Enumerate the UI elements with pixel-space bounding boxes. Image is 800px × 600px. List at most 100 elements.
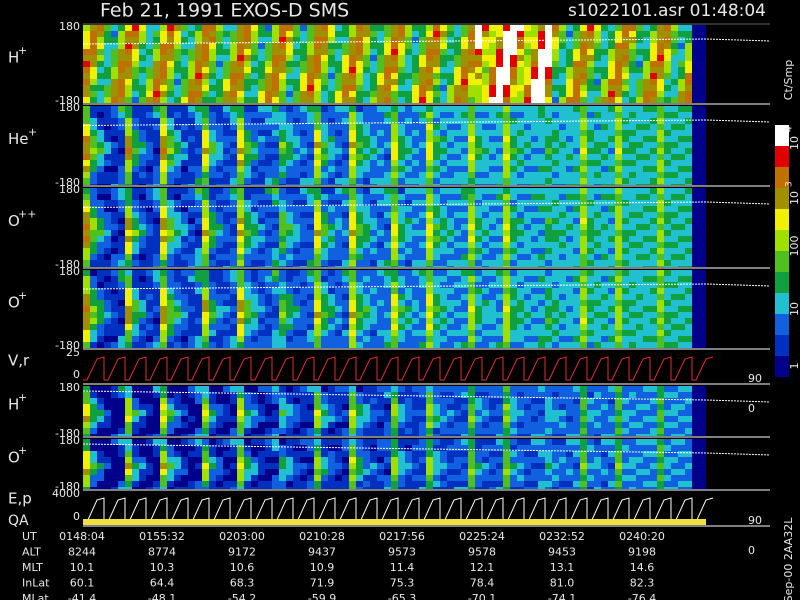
spectrogram-cell xyxy=(153,416,160,422)
spectrogram-cell xyxy=(664,91,671,97)
spectrogram-cell xyxy=(307,248,314,254)
spectrogram-cell xyxy=(146,306,153,312)
spectrogram-cell xyxy=(482,248,489,254)
spectrogram-cell xyxy=(531,49,538,55)
spectrogram-cell xyxy=(538,254,545,260)
spectrogram-cell xyxy=(258,106,265,112)
spectrogram-cell xyxy=(594,212,601,218)
spectrogram-cell xyxy=(650,254,657,260)
spectrogram-cell xyxy=(104,422,111,428)
spectrogram-cell xyxy=(447,160,454,166)
spectrogram-cell xyxy=(202,248,209,254)
spectrogram-cell xyxy=(314,312,321,318)
spectrogram-cell xyxy=(160,422,167,428)
spectrogram-cell xyxy=(307,178,314,184)
spectrogram-cell xyxy=(265,230,272,236)
spectrogram-cell xyxy=(615,248,622,254)
spectrogram-cell xyxy=(328,43,335,49)
spectrogram-cell xyxy=(342,118,349,124)
spectrogram-cell xyxy=(209,224,216,230)
spectrogram-cell xyxy=(384,178,391,184)
spectrogram-cell xyxy=(83,342,90,348)
spectrogram-cell xyxy=(664,154,671,160)
spectrogram-cell xyxy=(454,330,461,336)
spectrogram-cell xyxy=(139,236,146,242)
spectrogram-cell xyxy=(419,294,426,300)
spectrogram-cell xyxy=(167,410,174,416)
spectrogram-cell xyxy=(125,242,132,248)
spectrogram-cell xyxy=(328,67,335,73)
spectrogram-cell xyxy=(559,236,566,242)
spectrogram-cell xyxy=(510,218,517,224)
spectrogram-cell xyxy=(489,342,496,348)
spectrogram-cell xyxy=(538,130,545,136)
spectrogram-cell xyxy=(342,318,349,324)
spectrogram-cell xyxy=(594,206,601,212)
spectrogram-cell xyxy=(692,91,699,97)
spectrogram-cell xyxy=(209,148,216,154)
spectrogram-cell xyxy=(482,318,489,324)
spectrogram-cell xyxy=(307,112,314,118)
spectrogram-cell xyxy=(97,330,104,336)
spectrogram-cell xyxy=(461,260,468,266)
spectrogram-cell xyxy=(538,154,545,160)
spectrogram-cell xyxy=(370,178,377,184)
spectrogram-cell xyxy=(160,324,167,330)
spectrogram-cell xyxy=(615,288,622,294)
spectrogram-cell xyxy=(167,386,174,392)
spectrogram-cell xyxy=(475,248,482,254)
spectrogram-cell xyxy=(538,270,545,276)
spectrogram-cell xyxy=(552,97,559,103)
spectrogram-cell xyxy=(692,130,699,136)
spectrogram-cell xyxy=(482,97,489,103)
spectrogram-cell xyxy=(391,43,398,49)
spectrogram-cell xyxy=(286,200,293,206)
spectrogram-cell xyxy=(321,260,328,266)
spectrogram-cell xyxy=(664,43,671,49)
spectrogram-cell xyxy=(195,318,202,324)
spectrogram-cell xyxy=(251,37,258,43)
spectrogram-cell xyxy=(468,160,475,166)
spectrogram-cell xyxy=(545,224,552,230)
spectrogram-cell xyxy=(356,276,363,282)
spectrogram-cell xyxy=(629,276,636,282)
spectrogram-cell xyxy=(650,218,657,224)
spectrogram-cell xyxy=(510,31,517,37)
spectrogram-cell xyxy=(153,172,160,178)
spectrogram-cell xyxy=(195,404,202,410)
spectrogram-cell xyxy=(272,312,279,318)
spectrogram-cell xyxy=(139,188,146,194)
spectrogram-cell xyxy=(111,85,118,91)
spectrogram-cell xyxy=(685,25,692,31)
spectrogram-cell xyxy=(139,31,146,37)
spectrogram-cell xyxy=(650,55,657,61)
spectrogram-cell xyxy=(622,236,629,242)
spectrogram-cell xyxy=(699,218,706,224)
spectrogram-cell xyxy=(174,124,181,130)
spectrogram-cell xyxy=(692,218,699,224)
spectrogram-cell xyxy=(622,67,629,73)
spectrogram-cell xyxy=(489,236,496,242)
spectrogram-cell xyxy=(209,49,216,55)
spectrogram-cell xyxy=(426,160,433,166)
spectrogram-cell xyxy=(461,282,468,288)
spectrogram-cell xyxy=(615,91,622,97)
spectrogram-cell xyxy=(181,276,188,282)
spectrogram-cell xyxy=(468,200,475,206)
spectrogram-cell xyxy=(97,37,104,43)
spectrogram-cell xyxy=(566,306,573,312)
spectrogram-cell xyxy=(580,212,587,218)
spectrogram-cell xyxy=(447,248,454,254)
spectrogram-cell xyxy=(475,106,482,112)
spectrogram-cell xyxy=(321,124,328,130)
spectrogram-cell xyxy=(678,306,685,312)
spectrogram-cell xyxy=(118,276,125,282)
spectrogram-cell xyxy=(377,236,384,242)
spectrogram-cell xyxy=(657,97,664,103)
spectrogram-cell xyxy=(650,330,657,336)
spectrogram-cell xyxy=(356,212,363,218)
spectrogram-cell xyxy=(90,79,97,85)
spectrogram-cell xyxy=(685,73,692,79)
spectrogram-cell xyxy=(293,336,300,342)
spectrogram-cell xyxy=(636,106,643,112)
